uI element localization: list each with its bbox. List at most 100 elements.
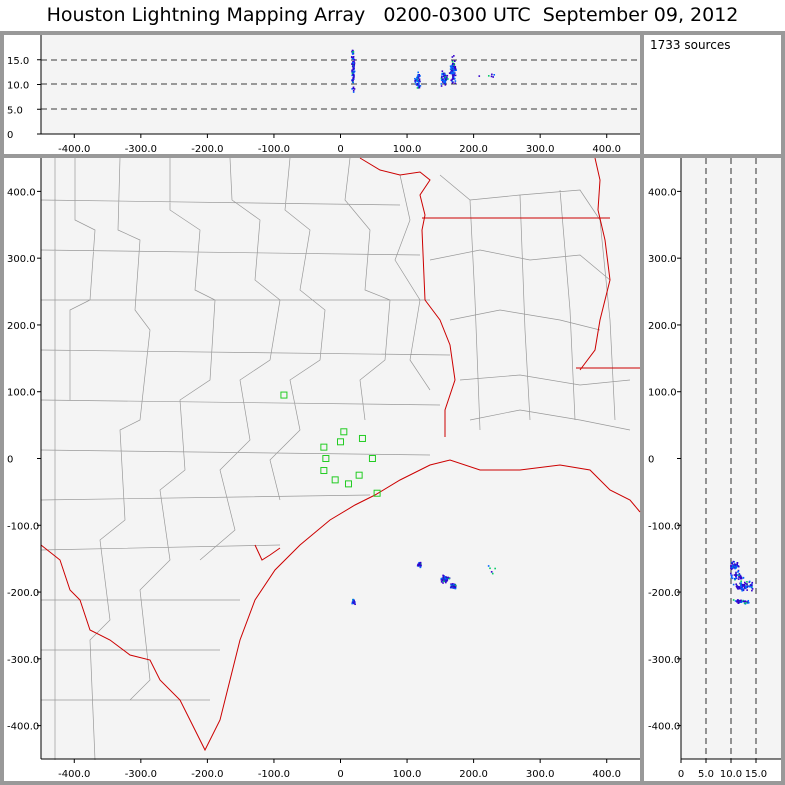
altitude-source-point: [418, 83, 420, 85]
side-source-point: [738, 587, 741, 590]
altitude-source-point: [454, 60, 456, 62]
altitude-source-point: [414, 77, 416, 80]
map-source-point: [451, 583, 454, 585]
map-source-point: [490, 571, 493, 573]
station-marker: [320, 443, 328, 451]
altitude-source-point: [442, 72, 445, 75]
map-y-tick-label: 400.0: [7, 187, 36, 198]
side-source-point: [747, 599, 750, 602]
side-source-point: [745, 601, 748, 604]
altitude-source-point: [450, 71, 453, 73]
map-source-point: [454, 586, 457, 589]
side-source-point: [730, 568, 733, 571]
side-source-point: [730, 576, 733, 579]
map-source-point: [445, 581, 447, 584]
side-source-point: [744, 600, 746, 603]
altitude-source-point: [352, 57, 354, 59]
side-source-point: [741, 589, 743, 592]
side-source-point: [744, 587, 746, 590]
altitude-source-point: [416, 83, 419, 86]
side-x-tick-label: 10.0: [720, 769, 742, 780]
map-source-point: [445, 577, 447, 579]
altitude-source-point: [453, 72, 455, 74]
county-boundaries: [40, 157, 631, 761]
side-source-point: [737, 602, 740, 604]
altitude-source-point: [453, 55, 455, 57]
side-source-point: [751, 581, 754, 584]
side-y-tick-label: -400.0: [648, 722, 680, 733]
side-source-point: [734, 600, 737, 602]
side-source-point: [741, 600, 744, 603]
altitude-source-point: [452, 76, 454, 79]
altitude-source-point: [451, 60, 454, 63]
side-source-point: [737, 578, 740, 580]
map-source-point: [445, 580, 448, 582]
map-source-point: [354, 603, 356, 606]
side-source-point: [735, 573, 737, 575]
top-x-tick-label: 100.0: [393, 144, 422, 155]
altitude-source-point: [418, 85, 421, 88]
altitude-source-point: [353, 67, 355, 69]
altitude-source-point: [452, 77, 454, 80]
altitude-source-point: [450, 65, 453, 67]
map-x-tick-label: 0: [337, 769, 343, 780]
side-source-point: [747, 601, 750, 604]
side-source-point: [735, 576, 737, 579]
side-y-tick-label: -300.0: [648, 655, 680, 666]
map-source-point: [446, 577, 449, 580]
altitude-source-point: [444, 76, 447, 78]
altitude-source-point: [451, 80, 453, 82]
side-source-point: [740, 577, 743, 580]
altitude-source-point: [352, 77, 355, 79]
altitude-source-point: [351, 88, 353, 90]
map-x-tick-label: 400.0: [592, 769, 621, 780]
station-marker: [337, 438, 344, 446]
altitude-source-point: [441, 81, 444, 83]
map-source-point: [443, 580, 445, 583]
side-source-point: [742, 589, 745, 591]
altitude-source-point: [418, 86, 421, 89]
side-source-point: [738, 600, 741, 602]
side-source-point: [733, 566, 736, 569]
map-source-point: [440, 577, 443, 580]
side-source-point: [743, 602, 746, 605]
side-source-point: [742, 600, 745, 603]
altitude-source-point: [450, 66, 452, 68]
altitude-source-point: [352, 62, 355, 64]
map-source-point: [450, 583, 452, 585]
map-source-point: [446, 579, 449, 581]
altitude-source-point: [450, 69, 453, 72]
station-marker: [320, 467, 328, 475]
side-source-point: [742, 599, 744, 602]
altitude-source-point: [419, 85, 422, 87]
map-x-tick-label: -200.0: [191, 769, 223, 780]
map-x-tick-label: 100.0: [393, 769, 422, 780]
altitude-source-point: [492, 76, 494, 78]
altitude-source-point: [441, 73, 443, 75]
map-y-tick-label: 100.0: [7, 388, 36, 399]
top-x-tick-label: 200.0: [459, 144, 488, 155]
side-source-point: [738, 574, 741, 577]
map-x-tick-label: -300.0: [125, 769, 157, 780]
side-source-point: [737, 585, 740, 588]
side-source-point: [732, 583, 735, 586]
altitude-source-point: [415, 83, 417, 85]
map-source-point: [442, 574, 444, 577]
top-x-tick-label: -100.0: [258, 144, 290, 155]
altitude-source-point: [453, 72, 456, 74]
side-source-point: [748, 585, 750, 588]
altitude-source-point: [416, 87, 419, 89]
side-source-point: [736, 562, 739, 564]
top-x-tick-label: 300.0: [526, 144, 555, 155]
map-source-point: [447, 577, 450, 580]
map-source-point: [453, 583, 456, 586]
side-y-tick-label: -100.0: [648, 521, 680, 532]
altitude-source-point: [451, 65, 454, 68]
side-source-point: [751, 584, 753, 587]
top-x-tick-label: 0: [337, 144, 343, 155]
map-y-tick-label: -300.0: [7, 655, 39, 666]
side-source-point: [731, 577, 734, 580]
map-source-point: [489, 567, 491, 570]
altitude-source-point: [450, 79, 453, 82]
station-marker: [331, 476, 339, 484]
